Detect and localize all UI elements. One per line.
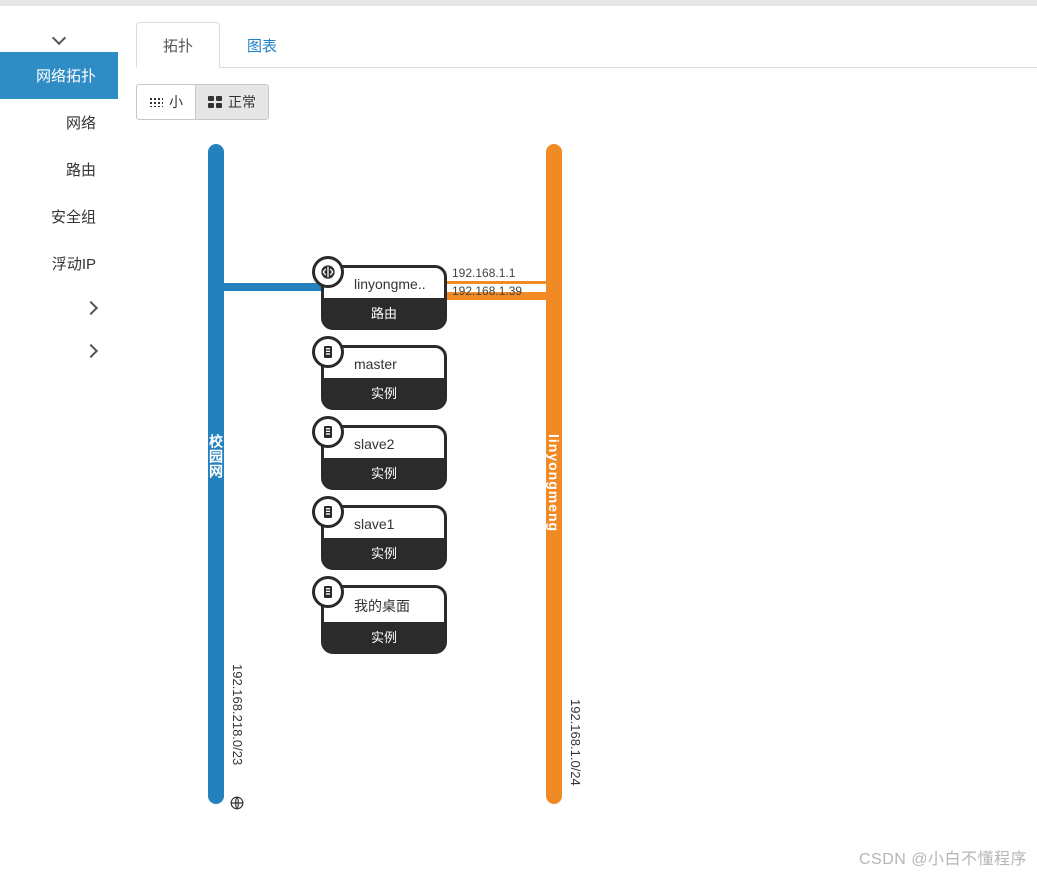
tab-label: 拓扑 <box>163 38 193 55</box>
network-cidr: 192.168.218.0/23 <box>230 664 245 765</box>
zoom-normal-button[interactable]: 正常 <box>195 84 269 120</box>
grid-normal-icon <box>208 96 222 108</box>
instance-node[interactable]: master实例 <box>321 345 447 410</box>
server-icon <box>312 576 344 608</box>
instance-node[interactable]: slave2实例 <box>321 425 447 490</box>
sidebar-item-label: 安全组 <box>51 209 96 226</box>
main-panel: 拓扑 图表 小 正常 192.168.1.1192.168.1.39校园网192… <box>118 6 1037 875</box>
sidebar-item-label: 网络拓扑 <box>36 68 96 85</box>
tabs: 拓扑 图表 <box>136 24 1037 68</box>
network-bar-external[interactable]: 校园网192.168.218.0/23 <box>208 144 224 804</box>
topology-canvas[interactable]: 192.168.1.1192.168.1.39校园网192.168.218.0/… <box>136 120 1036 840</box>
node-type-label: 实例 <box>324 458 444 487</box>
router-icon <box>312 256 344 288</box>
server-icon <box>312 496 344 528</box>
app-container: 网络拓扑 网络 路由 安全组 浮动IP 拓扑 图表 小 正常 192.168.1… <box>0 6 1037 875</box>
sidebar-item-label: 浮动IP <box>52 256 96 273</box>
chevron-right-icon <box>84 301 98 315</box>
sidebar: 网络拓扑 网络 路由 安全组 浮动IP <box>0 6 118 875</box>
network-link <box>224 283 326 291</box>
network-label: linyongmeng <box>546 434 562 532</box>
sidebar-item-floating-ips[interactable]: 浮动IP <box>0 240 118 287</box>
sidebar-item-network-topology[interactable]: 网络拓扑 <box>0 52 118 99</box>
chevron-right-icon <box>84 344 98 358</box>
chevron-down-icon <box>52 31 66 45</box>
network-label: 校园网 <box>206 434 226 479</box>
zoom-normal-label: 正常 <box>228 92 256 112</box>
server-icon <box>312 416 344 448</box>
sidebar-item-security-groups[interactable]: 安全组 <box>0 193 118 240</box>
sidebar-item-label: 路由 <box>66 162 96 179</box>
link-ip-label: 192.168.1.39 <box>452 284 522 298</box>
globe-icon <box>230 796 244 810</box>
node-type-label: 路由 <box>324 298 444 327</box>
tab-label: 图表 <box>247 38 277 55</box>
zoom-small-button[interactable]: 小 <box>136 84 196 120</box>
network-cidr: 192.168.1.0/24 <box>568 699 583 786</box>
sidebar-item-expand-2[interactable] <box>0 330 118 373</box>
node-type-label: 实例 <box>324 378 444 407</box>
sidebar-item-label: 网络 <box>66 115 96 132</box>
sidebar-collapse-toggle[interactable] <box>0 24 118 52</box>
zoom-toggle-group: 小 正常 <box>136 84 269 120</box>
tab-topology[interactable]: 拓扑 <box>136 22 220 68</box>
node-type-label: 实例 <box>324 622 444 651</box>
sidebar-item-expand-1[interactable] <box>0 287 118 330</box>
zoom-small-label: 小 <box>169 92 183 112</box>
router-node[interactable]: linyongme..路由 <box>321 265 447 330</box>
grid-small-icon <box>149 97 163 107</box>
server-icon <box>312 336 344 368</box>
sidebar-item-routers[interactable]: 路由 <box>0 146 118 193</box>
node-type-label: 实例 <box>324 538 444 567</box>
tab-chart[interactable]: 图表 <box>220 22 304 68</box>
link-ip-label: 192.168.1.1 <box>452 266 515 280</box>
network-bar-internal[interactable]: linyongmeng192.168.1.0/24 <box>546 144 562 804</box>
instance-node[interactable]: slave1实例 <box>321 505 447 570</box>
instance-node[interactable]: 我的桌面实例 <box>321 585 447 654</box>
sidebar-item-networks[interactable]: 网络 <box>0 99 118 146</box>
